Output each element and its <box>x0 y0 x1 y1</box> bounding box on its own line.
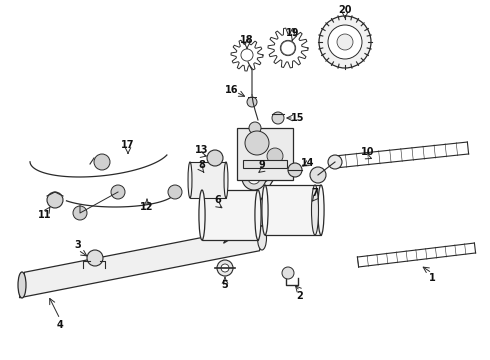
Circle shape <box>207 150 223 166</box>
Circle shape <box>217 260 233 276</box>
Circle shape <box>221 264 229 272</box>
Circle shape <box>168 185 182 199</box>
Circle shape <box>328 155 342 169</box>
Bar <box>202 190 258 240</box>
Ellipse shape <box>258 226 267 250</box>
Ellipse shape <box>312 185 318 235</box>
Circle shape <box>241 49 253 61</box>
Circle shape <box>87 250 103 266</box>
Text: 3: 3 <box>74 240 81 250</box>
Circle shape <box>111 185 125 199</box>
Text: 6: 6 <box>215 195 221 205</box>
Ellipse shape <box>318 185 324 235</box>
Text: 19: 19 <box>286 28 300 38</box>
Circle shape <box>328 25 362 59</box>
Circle shape <box>280 40 295 56</box>
Text: 7: 7 <box>312 188 318 198</box>
Circle shape <box>319 16 371 68</box>
Ellipse shape <box>224 162 228 198</box>
Text: 14: 14 <box>301 158 315 168</box>
Circle shape <box>245 131 269 155</box>
Circle shape <box>267 148 283 164</box>
Circle shape <box>288 163 302 177</box>
Text: 2: 2 <box>296 291 303 301</box>
Circle shape <box>337 34 353 50</box>
Text: 17: 17 <box>121 140 135 150</box>
Bar <box>265 185 321 235</box>
Text: 11: 11 <box>38 210 52 220</box>
Text: 10: 10 <box>361 147 375 157</box>
Text: 20: 20 <box>338 5 352 15</box>
Circle shape <box>249 122 261 134</box>
Circle shape <box>73 206 87 220</box>
Text: 8: 8 <box>198 160 205 170</box>
Text: 12: 12 <box>140 202 154 212</box>
Circle shape <box>47 192 63 208</box>
Circle shape <box>310 167 326 183</box>
Text: 5: 5 <box>221 280 228 290</box>
Text: 13: 13 <box>195 145 209 155</box>
Ellipse shape <box>255 190 261 240</box>
Circle shape <box>248 172 260 184</box>
Circle shape <box>272 112 284 124</box>
Polygon shape <box>20 225 265 298</box>
Bar <box>190 162 226 198</box>
Ellipse shape <box>18 272 26 298</box>
Bar <box>243 160 287 168</box>
Circle shape <box>242 166 266 190</box>
Text: 16: 16 <box>225 85 239 95</box>
Circle shape <box>282 267 294 279</box>
Circle shape <box>281 41 295 55</box>
Text: 9: 9 <box>259 160 266 170</box>
Circle shape <box>247 97 257 107</box>
Ellipse shape <box>199 190 205 240</box>
Bar <box>237 128 293 180</box>
Text: 1: 1 <box>429 273 436 283</box>
Ellipse shape <box>262 185 268 235</box>
Text: 4: 4 <box>57 320 63 330</box>
Ellipse shape <box>188 162 192 198</box>
Polygon shape <box>223 175 276 243</box>
Text: 15: 15 <box>291 113 305 123</box>
Circle shape <box>94 154 110 170</box>
Text: 18: 18 <box>240 35 254 45</box>
